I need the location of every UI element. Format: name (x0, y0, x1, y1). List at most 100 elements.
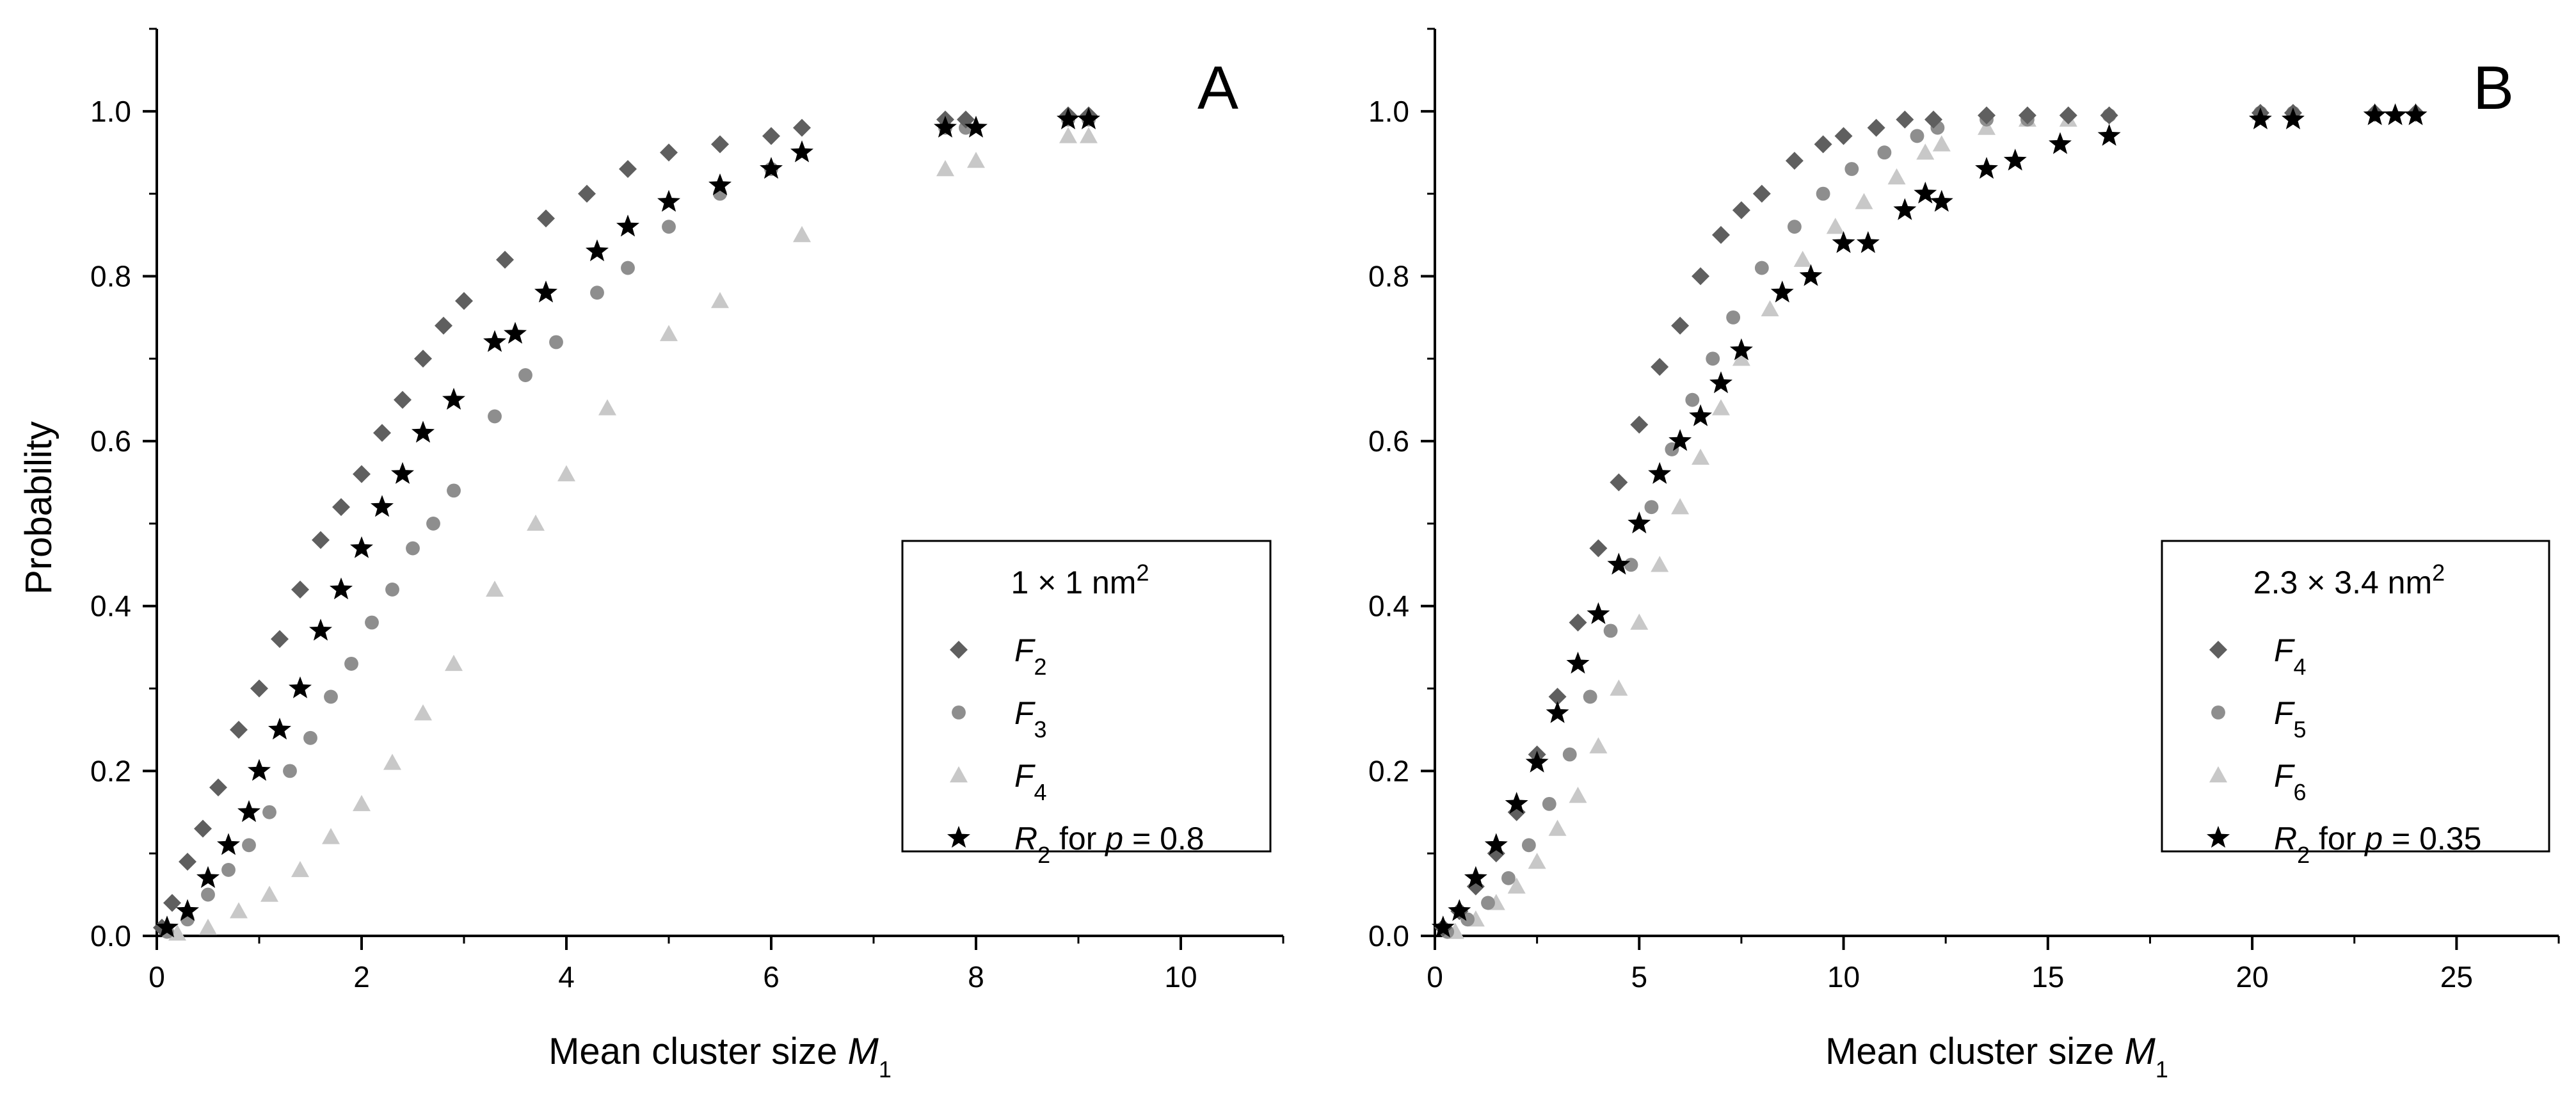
point-f5 (1501, 871, 1516, 885)
point-r2 (2363, 103, 2387, 125)
point-f6 (1978, 118, 1996, 135)
point-f6 (1589, 737, 1608, 753)
point-f4 (1978, 106, 1996, 125)
point-r2 (1689, 404, 1712, 426)
point-f2 (353, 465, 371, 483)
y-tick-label: 0.6 (1368, 424, 1409, 458)
point-r2 (442, 387, 465, 410)
point-r2 (504, 321, 527, 344)
point-f5 (1521, 838, 1536, 853)
point-f6 (1887, 168, 1906, 185)
point-r2 (657, 189, 680, 212)
point-f5 (1542, 796, 1556, 811)
point-r2 (1057, 107, 1080, 129)
x-axis-title-b: Mean cluster size M1 (1825, 1031, 2168, 1082)
point-f2 (793, 118, 811, 137)
point-f4 (1671, 316, 1690, 335)
point-f4 (1732, 201, 1750, 220)
x-tick-label: 10 (1827, 960, 1860, 993)
point-r2 (934, 115, 957, 138)
point-r2 (2049, 132, 2072, 154)
point-f2 (578, 184, 596, 203)
point-f5 (1644, 500, 1659, 515)
point-r2 (1628, 511, 1651, 534)
point-f4 (199, 919, 217, 935)
point-f4 (2059, 106, 2077, 125)
point-f4 (445, 654, 463, 672)
point-r2 (1648, 462, 1672, 484)
y-tick-label: 0.0 (90, 919, 131, 953)
legend-marker-f3 (952, 705, 966, 720)
point-f5 (1481, 896, 1495, 910)
series-f4-a (168, 127, 1098, 941)
point-f3 (406, 541, 420, 556)
legend-label-f4: F4 (1014, 758, 1047, 805)
point-r2 (2383, 103, 2407, 125)
point-f4 (1711, 226, 1730, 245)
point-f4 (1548, 688, 1567, 706)
point-f4 (1867, 118, 1885, 137)
x-tick-label: 0 (148, 960, 165, 993)
point-f4 (1814, 135, 1832, 154)
y-tick-label: 0.8 (90, 259, 131, 293)
x-tick-label: 20 (2236, 960, 2269, 993)
panel-label-a: A (1197, 54, 1238, 122)
x-tick-label: 25 (2440, 960, 2473, 993)
point-f6 (1855, 193, 1873, 209)
point-f6 (1761, 300, 1779, 317)
point-f6 (1610, 679, 1628, 696)
legend-label-f3: F3 (1014, 695, 1047, 743)
point-f2 (194, 819, 212, 838)
point-r2 (217, 833, 240, 855)
point-r2 (156, 915, 179, 938)
x-tick-label: 2 (353, 960, 370, 993)
point-r2 (2404, 103, 2428, 125)
point-f3 (201, 887, 215, 902)
panel-label-b: B (2473, 54, 2514, 122)
point-f2 (373, 424, 391, 442)
point-f4 (1589, 539, 1608, 558)
point-f5 (1726, 310, 1741, 325)
point-r2 (309, 618, 332, 641)
point-r2 (586, 239, 609, 262)
point-r2 (1587, 602, 1610, 624)
point-f4 (1630, 415, 1649, 434)
point-f3 (262, 805, 276, 819)
point-f4 (353, 794, 371, 812)
y-tick-label: 0.2 (90, 754, 131, 787)
point-f6 (1548, 819, 1567, 836)
legend-title: 1 × 1 nm2 (1011, 559, 1149, 601)
point-r2 (2248, 107, 2272, 129)
point-f3 (447, 483, 461, 498)
point-f4 (1651, 358, 1669, 376)
legend-label-f2: F2 (1014, 632, 1047, 680)
x-tick-label: 10 (1164, 960, 1197, 993)
point-f4 (168, 924, 186, 941)
legend-title: 2.3 × 3.4 nm2 (2253, 559, 2445, 601)
point-f4 (1059, 127, 1077, 143)
point-r2 (268, 718, 291, 740)
point-f2 (271, 630, 289, 648)
point-r2 (176, 899, 199, 921)
point-r2 (1893, 198, 1917, 220)
point-f6 (1630, 613, 1649, 630)
point-f2 (455, 292, 473, 310)
point-f2 (762, 127, 780, 145)
point-f6 (1671, 498, 1690, 515)
point-f5 (1754, 261, 1769, 275)
point-f4 (230, 902, 248, 919)
point-r2 (1930, 189, 1953, 212)
series-r2-a (156, 107, 1100, 938)
point-f6 (1692, 448, 1710, 465)
point-r2 (371, 495, 394, 517)
legend-marker-r2 (2207, 826, 2230, 848)
point-r2 (708, 173, 732, 195)
point-f4 (711, 292, 729, 309)
point-f2 (660, 143, 678, 162)
point-f6 (1732, 350, 1750, 366)
point-f2 (291, 580, 309, 599)
point-f4 (793, 226, 811, 243)
y-tick-label: 0.8 (1368, 259, 1409, 293)
x-tick-label: 6 (763, 960, 780, 993)
